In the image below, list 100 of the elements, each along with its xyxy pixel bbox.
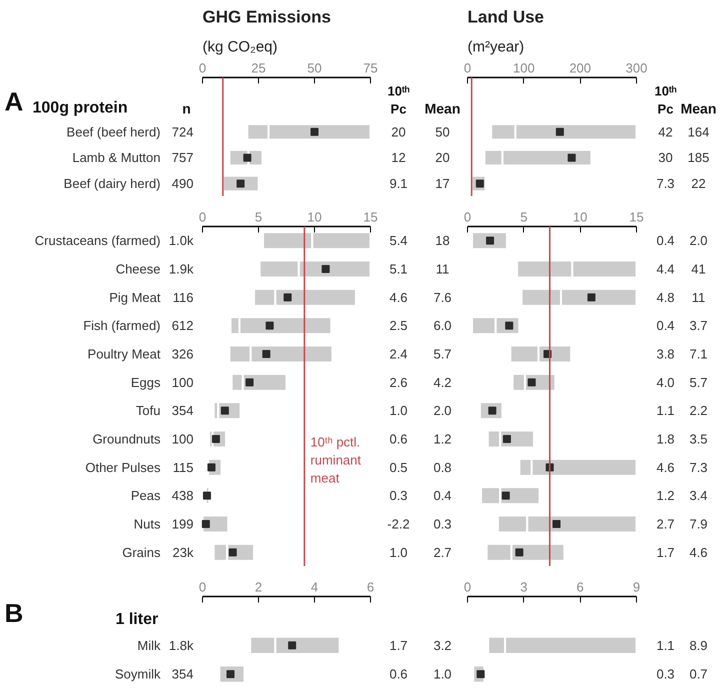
x-axis-title: (kg CO₂eq) bbox=[202, 38, 278, 56]
point bbox=[502, 435, 511, 443]
text: 7.6 bbox=[433, 290, 452, 305]
y-tick-label: Milk bbox=[137, 638, 161, 653]
chart-title: GHG Emissions bbox=[202, 8, 331, 26]
text: 4.8 bbox=[656, 290, 675, 305]
text: 11 bbox=[436, 262, 450, 276]
text: 4.6 bbox=[656, 460, 675, 475]
text: 1.0k bbox=[168, 233, 194, 248]
text: A bbox=[4, 86, 24, 116]
text: 2.7 bbox=[433, 544, 452, 560]
text: 7.1 bbox=[689, 346, 708, 362]
text: 0.8 bbox=[433, 460, 452, 475]
text: 1.8 bbox=[656, 432, 675, 446]
text: 7.3 bbox=[656, 176, 675, 192]
text: 42 bbox=[658, 124, 673, 140]
text: 3.4 bbox=[689, 488, 708, 504]
point bbox=[284, 293, 292, 302]
text: 115 bbox=[172, 460, 194, 475]
x-tick-label: 0 bbox=[198, 580, 206, 594]
x-tick-label: 300 bbox=[626, 60, 648, 76]
text: 22 bbox=[691, 176, 706, 192]
text: 100 bbox=[172, 432, 194, 446]
x-axis-title: (m²year) bbox=[468, 38, 524, 56]
y-tick-label: Peas bbox=[130, 488, 161, 504]
text: 1.7 bbox=[389, 638, 408, 653]
text: 199 bbox=[172, 516, 194, 532]
text: 12 bbox=[391, 150, 406, 166]
y-tick-label: Pig Meat bbox=[109, 290, 161, 305]
text: 1.1 bbox=[656, 403, 675, 418]
text: 8.9 bbox=[689, 638, 708, 653]
y-tick-label: Lamb & Mutton bbox=[72, 150, 160, 166]
text: 354 bbox=[172, 666, 194, 682]
point bbox=[262, 350, 270, 358]
text: 3.5 bbox=[689, 432, 708, 446]
y-tick-label: Nuts bbox=[134, 516, 161, 532]
y-tick-label: Poultry Meat bbox=[88, 346, 161, 362]
y-tick-label: Cheese bbox=[116, 262, 161, 276]
text: 50 bbox=[435, 124, 450, 140]
text: 2.0 bbox=[689, 233, 708, 248]
point bbox=[322, 265, 330, 273]
text: 2.6 bbox=[389, 374, 408, 390]
text: 1 liter bbox=[116, 611, 158, 628]
text: 20 bbox=[391, 124, 406, 140]
x-tick-label: 6 bbox=[366, 580, 374, 594]
text: 185 bbox=[688, 150, 710, 166]
x-tick-label: 200 bbox=[569, 60, 592, 76]
text: 2.7 bbox=[656, 516, 675, 532]
x-tick-label: 75 bbox=[363, 60, 378, 76]
text: 11 bbox=[692, 290, 706, 305]
text: 4.2 bbox=[433, 374, 452, 390]
text: 6.0 bbox=[433, 318, 452, 334]
text: 100 bbox=[172, 374, 194, 390]
text: 20 bbox=[435, 150, 450, 166]
point bbox=[502, 492, 510, 500]
x-tick-label: 0 bbox=[464, 580, 472, 594]
text: 0.3 bbox=[433, 516, 452, 532]
text: 1.8k bbox=[168, 638, 194, 653]
text: 5.4 bbox=[389, 233, 408, 248]
text: 0.4 bbox=[656, 233, 675, 248]
text: Mean bbox=[424, 100, 460, 116]
text: 438 bbox=[172, 488, 194, 504]
text: 1.2 bbox=[656, 488, 675, 504]
x-tick-label: 15 bbox=[629, 210, 644, 224]
text: 18 bbox=[435, 233, 450, 248]
text: 1.0 bbox=[389, 403, 408, 418]
x-tick-label: 15 bbox=[363, 210, 378, 224]
x-tick-label: 4 bbox=[310, 580, 318, 594]
x-tick-label: 10 bbox=[572, 210, 588, 224]
point bbox=[202, 492, 211, 500]
y-tick-label: Beef (beef herd) bbox=[66, 124, 161, 140]
text: 0.4 bbox=[433, 488, 452, 504]
x-tick-label: 0 bbox=[464, 60, 472, 76]
y-tick-label: Beef (dairy herd) bbox=[64, 176, 161, 192]
text: 4.0 bbox=[656, 374, 675, 390]
y-tick-label: Crustaceans (farmed) bbox=[34, 233, 161, 248]
text: 2.5 bbox=[389, 318, 408, 334]
text: 1.0 bbox=[433, 666, 452, 682]
text: 17 bbox=[435, 176, 450, 192]
text: 164 bbox=[688, 124, 710, 140]
text: n bbox=[182, 100, 191, 116]
text: 0.6 bbox=[389, 666, 408, 682]
y-tick-label: Tofu bbox=[136, 403, 161, 418]
y-tick-label: Other Pulses bbox=[85, 460, 161, 475]
point bbox=[246, 378, 254, 386]
x-tick-label: 6 bbox=[576, 580, 584, 594]
text: 2.0 bbox=[433, 403, 452, 418]
text: 1.7 bbox=[656, 544, 675, 560]
text: 1.2 bbox=[433, 432, 452, 446]
text: 4.6 bbox=[389, 290, 408, 305]
x-tick-label: 50 bbox=[307, 60, 322, 76]
point bbox=[202, 520, 210, 528]
text: 7.3 bbox=[689, 460, 708, 475]
chart-title: Land Use bbox=[468, 8, 544, 26]
text: 30 bbox=[658, 150, 673, 166]
text: 4.4 bbox=[656, 262, 675, 276]
text: 0.3 bbox=[656, 666, 675, 682]
text: Mean bbox=[680, 100, 716, 116]
y-tick-label: Fish (farmed) bbox=[83, 318, 161, 334]
x-tick-label: 2 bbox=[254, 580, 262, 594]
